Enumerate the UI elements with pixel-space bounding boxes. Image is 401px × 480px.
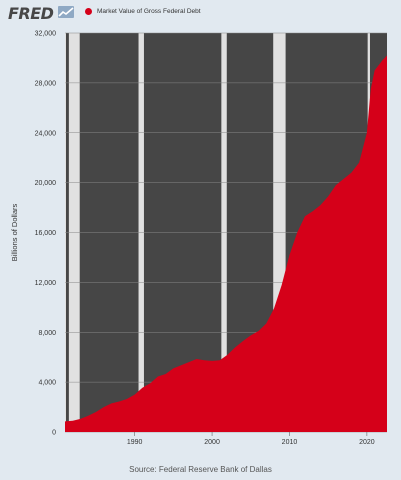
y-tick-label: 32,000 bbox=[35, 31, 57, 38]
y-tick-label: 4,000 bbox=[38, 380, 56, 387]
y-tick-label: 28,000 bbox=[35, 80, 57, 87]
y-tick-label: 20,000 bbox=[35, 180, 57, 187]
fred-logo[interactable]: FRED bbox=[8, 4, 54, 23]
series-area bbox=[65, 55, 387, 432]
y-tick-label: 24,000 bbox=[35, 130, 57, 137]
y-axis-ticks: 0 4,000 8,000 12,000 16,000 20,000 24,000 28,00… bbox=[35, 31, 57, 437]
x-tick-label: 2000 bbox=[204, 439, 220, 446]
legend-label: Market Value of Gross Federal Debt bbox=[97, 8, 201, 15]
y-tick-label: 12,000 bbox=[35, 280, 57, 287]
x-tick-label: 1990 bbox=[127, 439, 143, 446]
x-tick-label: 2020 bbox=[359, 439, 375, 446]
source-note: Source: Federal Reserve Bank of Dallas bbox=[129, 465, 272, 474]
y-tick-label: 16,000 bbox=[35, 230, 57, 237]
trend-line-icon bbox=[58, 6, 74, 18]
header: FRED Market Value of Gross Federal Debt bbox=[0, 0, 401, 26]
legend: Market Value of Gross Federal Debt bbox=[85, 8, 201, 15]
legend-swatch bbox=[85, 8, 92, 15]
y-axis-label: Billions of Dollars bbox=[10, 203, 19, 261]
y-tick-label: 0 bbox=[52, 430, 56, 437]
x-axis-ticks: 1990 2000 2010 2020 bbox=[127, 432, 375, 446]
x-tick-label: 2010 bbox=[282, 439, 298, 446]
y-tick-label: 8,000 bbox=[38, 330, 56, 337]
